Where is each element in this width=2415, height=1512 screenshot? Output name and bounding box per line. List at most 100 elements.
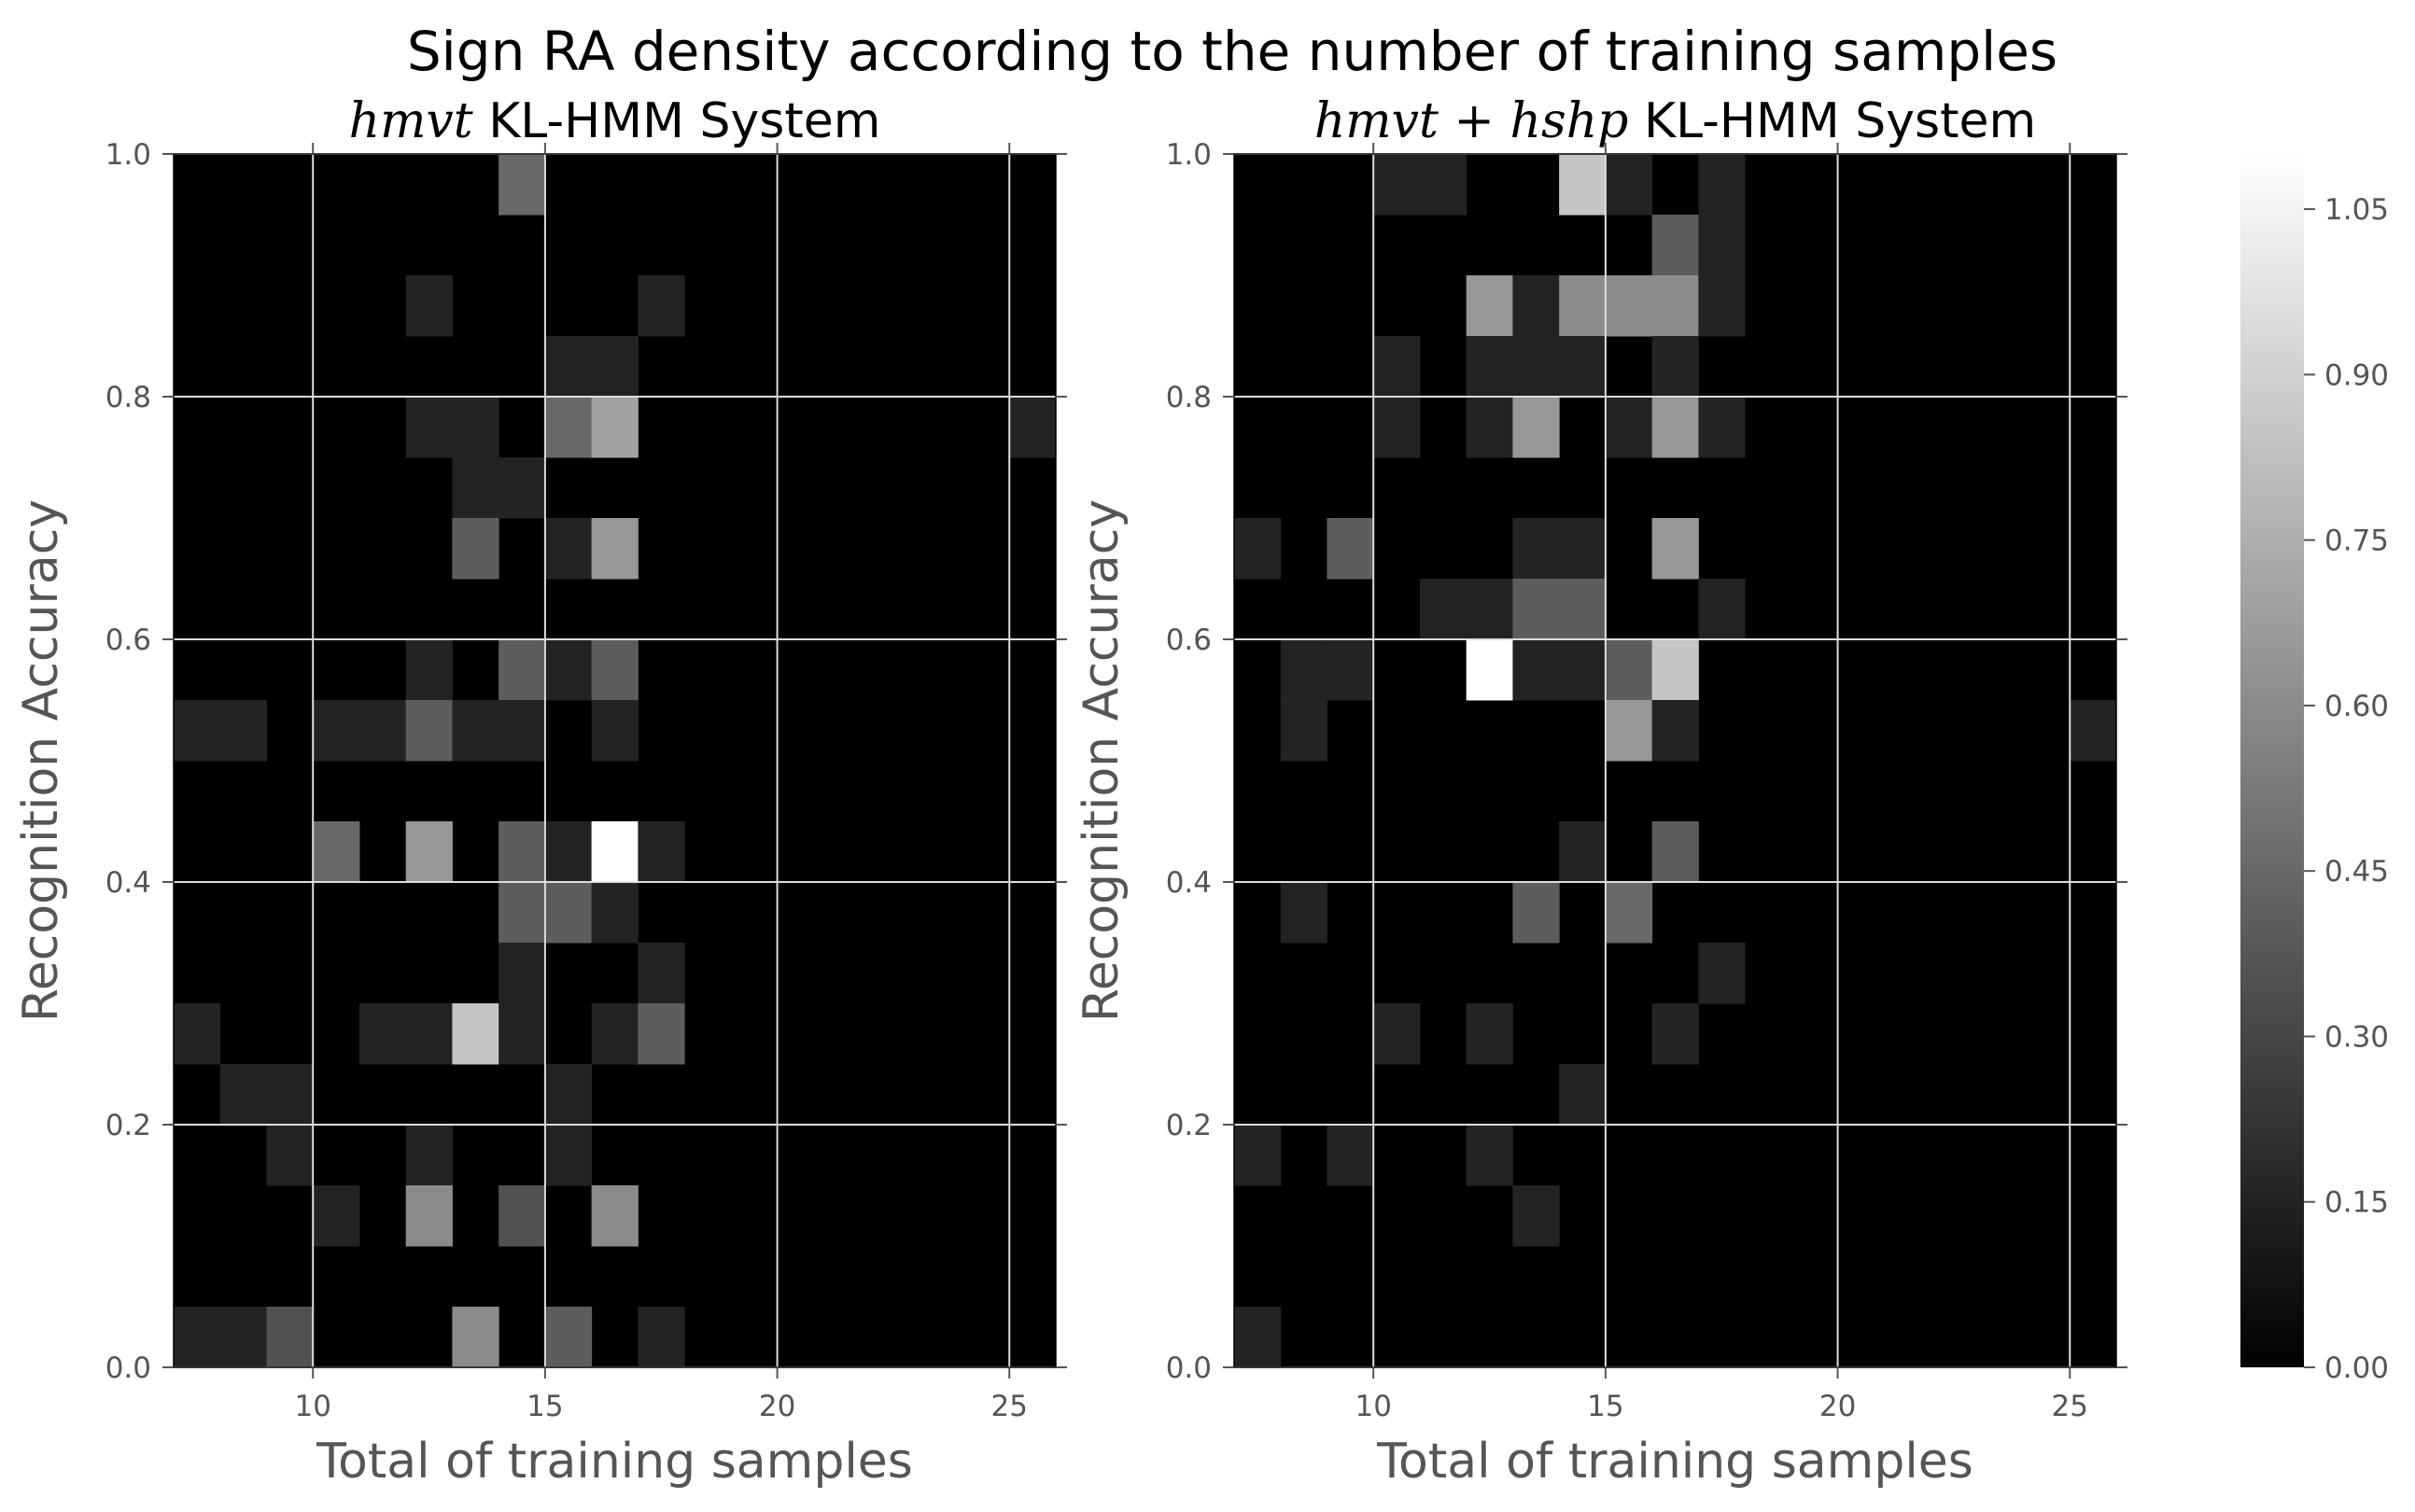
heatmap-cell (1009, 397, 1057, 458)
y-tick-label: 0.0 (1166, 1351, 1212, 1385)
heatmap-cell (498, 882, 546, 944)
y-tick-label: 0.4 (105, 866, 151, 900)
panel-title-text: KL-HMM System (1628, 93, 2036, 149)
heatmap-cell (544, 821, 593, 883)
colorbar-tick-label: 0.15 (2324, 1186, 2389, 1220)
heatmap-cell (544, 1125, 593, 1186)
heatmap-cell (219, 700, 267, 762)
x-tick-label: 15 (1587, 1390, 1623, 1423)
heatmap-cell (219, 1307, 267, 1368)
heatmap-cell (1559, 154, 1607, 216)
heatmap-cell (1234, 1125, 1282, 1186)
x-tick-label: 20 (1819, 1390, 1856, 1423)
heatmap-cell (544, 336, 593, 398)
heatmap-cell (1651, 336, 1699, 398)
heatmap-cell (452, 457, 499, 519)
heatmap-cell (1605, 639, 1653, 701)
heatmap-cell (452, 397, 499, 458)
heatmap-cell (405, 275, 453, 337)
heatmap-cell (2070, 700, 2117, 762)
heatmap-cell (1280, 882, 1327, 944)
heatmap-cell (498, 1003, 546, 1065)
heatmap-cell (1512, 1185, 1560, 1247)
figure-title: Sign RA density according to the number … (407, 20, 2057, 83)
heatmap-cell (591, 518, 639, 580)
heatmap-cell (498, 943, 546, 1004)
y-tick-label: 0.4 (1166, 866, 1212, 900)
heatmap-cell (405, 821, 453, 883)
heatmap-cell (1605, 154, 1653, 216)
heatmap-cell (638, 275, 685, 337)
y-tick-label: 0.6 (1166, 623, 1212, 657)
x-tick-label: 10 (1355, 1390, 1391, 1423)
heatmap-cell (266, 1307, 314, 1368)
heatmap-cell (1512, 397, 1560, 458)
heatmap-cell (1466, 1125, 1513, 1186)
heatmap-cell (1651, 215, 1699, 276)
heatmap-cell (174, 700, 221, 762)
heatmap-cell (544, 882, 593, 944)
heatmap-cell (452, 518, 499, 580)
heatmap-cell (591, 700, 639, 762)
x-tick-label: 25 (991, 1390, 1028, 1423)
heatmap-cell (1234, 518, 1282, 580)
heatmap-cell (1559, 518, 1607, 580)
x-axis-label: Total of training samples (1376, 1434, 1973, 1490)
heatmap-cell (544, 518, 593, 580)
heatmap-cell (1327, 639, 1374, 701)
heatmap-cell (405, 1003, 453, 1065)
colorbar-tick-label: 0.30 (2324, 1020, 2389, 1054)
heatmap-cell (591, 882, 639, 944)
heatmap-cell (1466, 639, 1513, 701)
heatmap-cell (1605, 275, 1653, 337)
heatmap-cell (1327, 1125, 1374, 1186)
heatmap-cell (1698, 579, 1746, 640)
heatmap-cell (591, 1185, 639, 1247)
heatmap-cell (219, 1064, 267, 1126)
y-tick-label: 0.8 (105, 381, 151, 414)
heatmap-cell (544, 1307, 593, 1368)
panel-2: 10 15 20 25 0.0 0.2 0.4 0.6 0.8 1.0 hmvt + hshp KL… (1074, 93, 2127, 1490)
heatmap-cell (1698, 154, 1746, 216)
heatmap-cell (1512, 882, 1560, 944)
heatmap-cell (638, 943, 685, 1004)
heatmap-cell (591, 639, 639, 701)
panel-1: 10 15 20 25 0.0 0.2 0.4 0.6 0.8 1.0 hmvt KL-HMM Sy… (13, 93, 1067, 1490)
heatmap-cell (405, 1125, 453, 1186)
heatmap-cell (358, 700, 407, 762)
heatmap-cell (1651, 639, 1699, 701)
heatmap-cell (544, 1064, 593, 1126)
heatmap-cell (1280, 700, 1327, 762)
colorbar-tick-label: 0.00 (2324, 1351, 2389, 1385)
y-tick-label: 0.8 (1166, 381, 1212, 414)
heatmap-cell (313, 700, 360, 762)
heatmap-cell (1698, 943, 1746, 1004)
heatmap-cell (1698, 275, 1746, 337)
heatmap-cell (544, 397, 593, 458)
panel-title-math: hmvt + hshp (1314, 93, 1629, 149)
heatmap-cell (1559, 336, 1607, 398)
heatmap-cell (1419, 154, 1467, 216)
heatmap-cell (358, 1003, 407, 1065)
heatmap-cell (1559, 1064, 1607, 1126)
heatmap-cell (1559, 275, 1607, 337)
x-axis-label: Total of training samples (316, 1434, 913, 1490)
heatmap-cell (1373, 1003, 1421, 1065)
heatmap-cell (1373, 336, 1421, 398)
heatmap-cell (1651, 397, 1699, 458)
heatmap-cell (1605, 882, 1653, 944)
colorbar-tick-label: 0.75 (2324, 525, 2389, 558)
heatmap-cell (405, 397, 453, 458)
heatmap-cell (1466, 397, 1513, 458)
heatmap-cell (1698, 397, 1746, 458)
heatmap-cell (498, 639, 546, 701)
heatmap-cell (544, 639, 593, 701)
heatmap-cell (266, 1064, 314, 1126)
x-tick-label: 25 (2052, 1390, 2088, 1423)
heatmap-cell (591, 821, 639, 883)
heatmap-cell (1280, 639, 1327, 701)
heatmap-cell (1466, 275, 1513, 337)
heatmap-cell (498, 154, 546, 216)
y-tick-label: 0.6 (105, 623, 151, 657)
